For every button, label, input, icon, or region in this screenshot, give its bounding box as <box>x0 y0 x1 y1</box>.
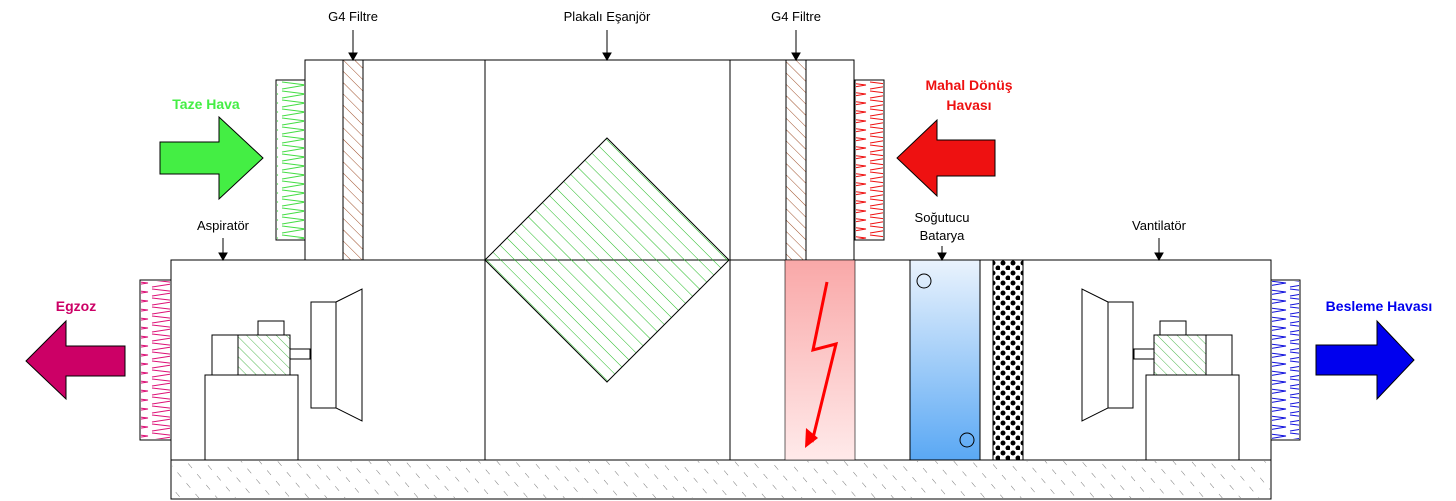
cooling-coil-label-line2: Batarya <box>920 228 966 243</box>
coil-inlet-circle <box>916 273 932 289</box>
supply-motor-shaft <box>1133 348 1155 360</box>
heater-section <box>784 259 856 461</box>
supply-fan-assembly <box>1081 288 1240 461</box>
exhaust-motor-base <box>204 374 299 461</box>
exhaust-motor-hatch <box>237 334 291 376</box>
lightning-bolt-icon <box>805 281 839 448</box>
g4-filter-left <box>342 59 364 261</box>
g4-filter-right-label: G4 Filtre <box>771 9 821 24</box>
fan-icon <box>1107 301 1134 409</box>
supply-motor-hatch <box>1153 334 1207 376</box>
arrow-right-icon <box>1315 319 1415 401</box>
arrow-right-icon <box>159 115 264 201</box>
return-air-label-line2: Havası <box>946 97 991 113</box>
fan-exhaust-label: Aspiratör <box>197 218 250 233</box>
supply-motor-terminal <box>1159 320 1187 336</box>
label-pointers <box>218 30 1164 262</box>
supply-fan-housing <box>1081 288 1109 422</box>
plate-heat-exchanger <box>484 137 730 383</box>
exhaust-fan-housing <box>335 288 363 422</box>
g4-filter-right <box>785 59 807 261</box>
eliminator-panel <box>992 259 1024 461</box>
supply-air-label: Besleme Havası <box>1326 298 1433 314</box>
upper-housing <box>304 59 855 261</box>
exhaust-label: Egzoz <box>56 298 96 314</box>
arrow-left-icon <box>896 118 996 198</box>
fresh-air-label: Taze Hava <box>172 96 240 112</box>
supply-motor-base <box>1145 374 1240 461</box>
exhaust-fan-assembly <box>204 288 363 461</box>
cooling-coil <box>909 259 981 461</box>
exhaust-motor-terminal <box>257 320 285 336</box>
return-air-label-line1: Mahal Dönüş <box>925 77 1012 93</box>
plate-exchanger-label: Plakalı Eşanjör <box>564 9 651 24</box>
arrow-left-icon <box>25 319 126 401</box>
g4-filter-left-label: G4 Filtre <box>328 9 378 24</box>
coil-outlet-circle <box>959 432 975 448</box>
cooling-coil-label-line1: Soğutucu <box>915 210 970 225</box>
exhaust-motor-shaft <box>289 348 311 360</box>
fan-supply-label: Vantilatör <box>1132 218 1187 233</box>
base-hatch <box>172 461 1270 498</box>
fan-icon <box>310 301 337 409</box>
